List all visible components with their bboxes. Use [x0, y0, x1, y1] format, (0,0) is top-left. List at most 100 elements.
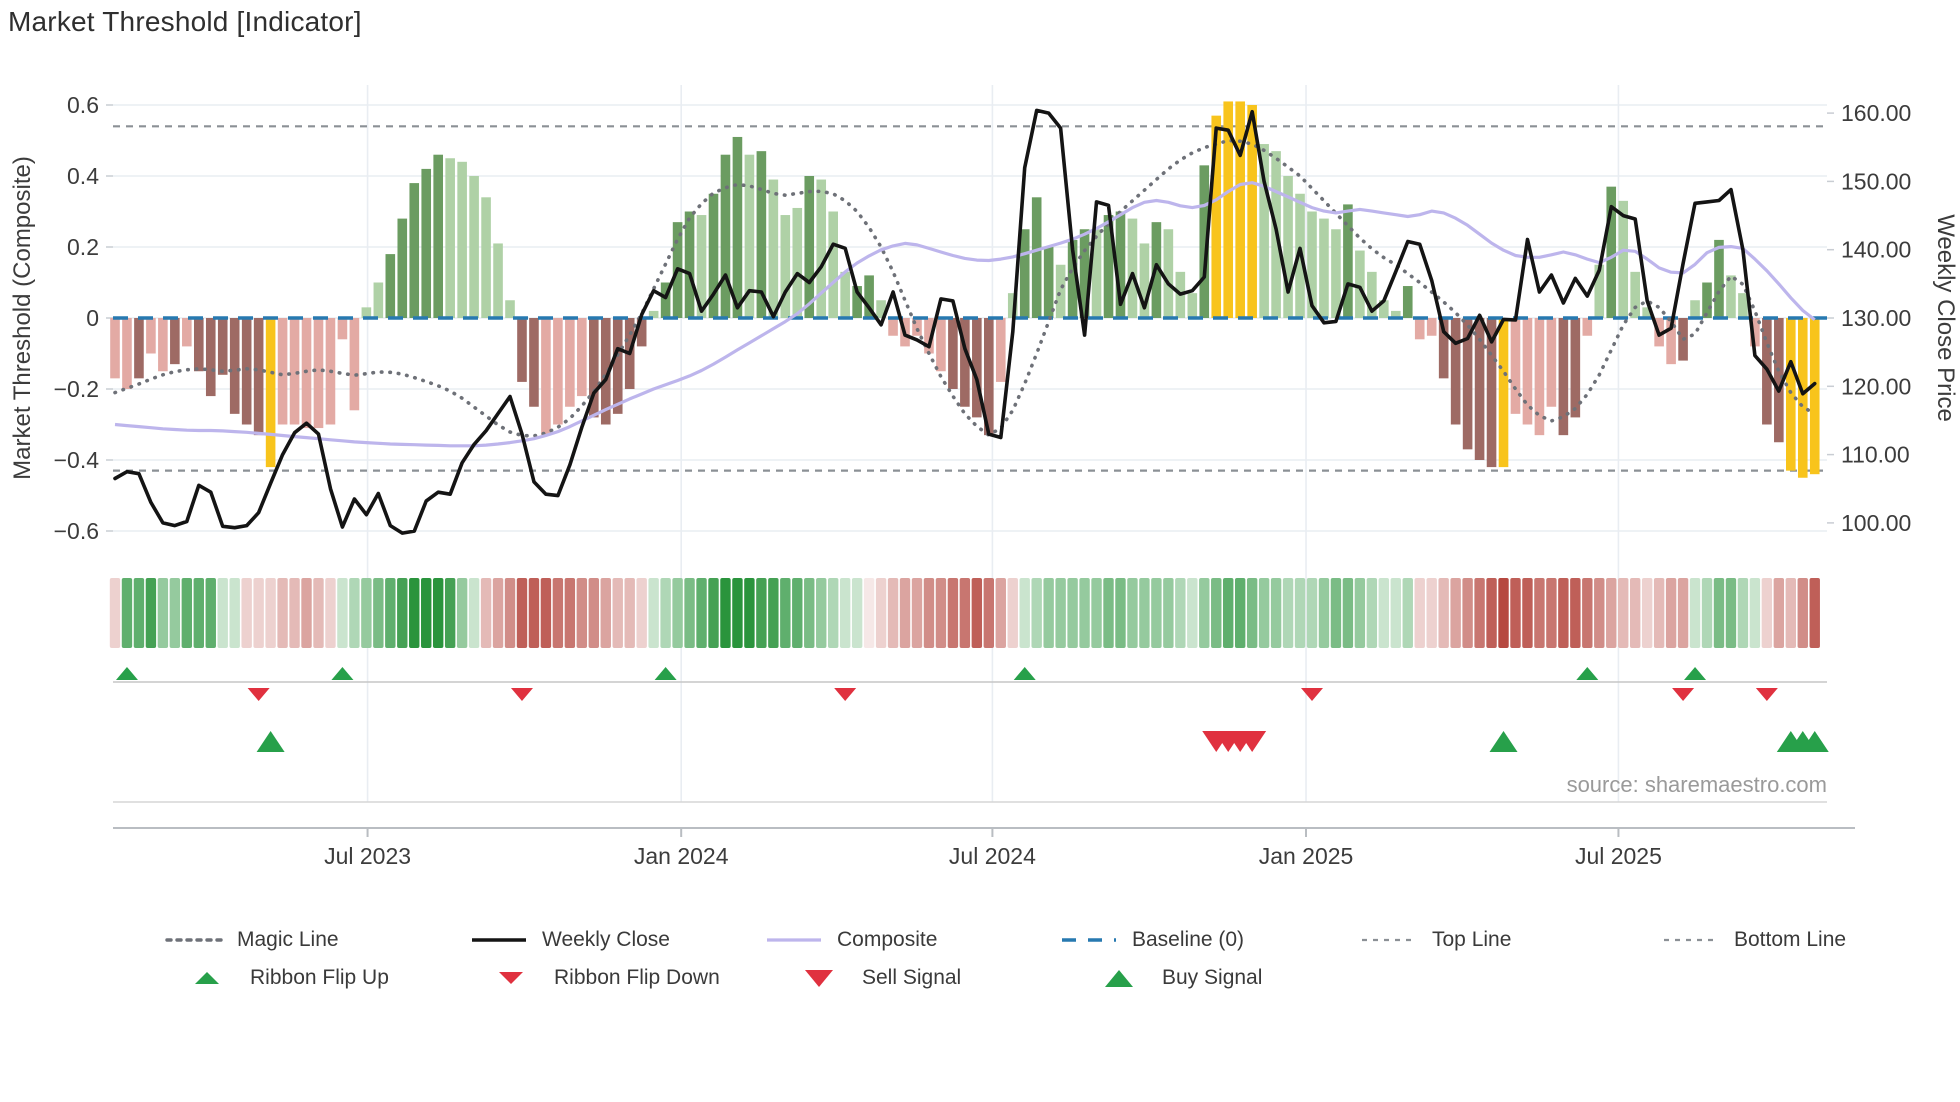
histogram-bar [349, 318, 360, 411]
ribbon-cell [1701, 578, 1713, 648]
ribbon-cell [265, 578, 276, 648]
legend-item-buy-signal[interactable]: Buy Signal [1090, 963, 1262, 993]
ribbon-cell [1390, 578, 1401, 648]
legend-item-bottom-line[interactable]: Bottom Line [1662, 925, 1846, 955]
legend-item-composite[interactable]: Composite [765, 925, 937, 955]
histogram-bar [134, 318, 144, 379]
histogram-bar [744, 154, 755, 318]
histogram-bar [1211, 115, 1222, 319]
legend-item-weekly-close[interactable]: Weekly Close [470, 925, 670, 955]
ribbon-cell [1618, 578, 1629, 648]
histogram-bar [553, 318, 563, 425]
legend-item-magic-line[interactable]: Magic Line [165, 925, 339, 955]
histogram-bar [397, 218, 408, 318]
ribbon-cell [648, 578, 659, 648]
x-tick-label: Jul 2025 [1575, 843, 1662, 869]
histogram-bar [1259, 144, 1269, 318]
histogram-bar [373, 282, 384, 318]
histogram-bar [1797, 318, 1808, 478]
histogram-bar [337, 318, 348, 340]
ribbon-cell [1079, 578, 1090, 648]
ribbon-cell [1175, 578, 1186, 648]
ribbon-cell [361, 578, 372, 648]
ribbon-cell [385, 578, 396, 648]
histogram-bar [1367, 271, 1377, 318]
legend-item-label: Buy Signal [1162, 966, 1263, 989]
histogram-bar [265, 318, 276, 468]
ribbon-cell [1773, 578, 1785, 648]
ribbon-cell [660, 578, 671, 648]
ribbon-cell [1797, 578, 1808, 648]
legend-item-label: Baseline (0) [1132, 928, 1245, 951]
histogram-bar [684, 211, 695, 318]
histogram-bar [1690, 300, 1700, 318]
ribbon-cell [1354, 578, 1366, 648]
ribbon-flip-down-marker [510, 688, 533, 701]
histogram-bar [385, 254, 396, 318]
ribbon-cell [1641, 578, 1653, 648]
histogram-bar [876, 300, 886, 318]
histogram-bar [158, 318, 168, 372]
histogram-bar [1139, 243, 1150, 318]
histogram-bar [445, 158, 455, 318]
histogram-bar [1558, 318, 1569, 436]
histogram-bar [984, 318, 994, 436]
histogram-bar [600, 318, 611, 425]
legend-item-label: Ribbon Flip Up [250, 966, 389, 989]
ribbon-cell [1713, 578, 1725, 648]
ribbon-cell [1785, 578, 1796, 648]
histogram-bar [469, 176, 479, 318]
histogram-bar [1594, 264, 1605, 318]
ribbon-cell [1342, 578, 1354, 648]
magic-line [113, 138, 1817, 438]
x-tick-label: Jul 2023 [324, 843, 411, 869]
ribbon-cell [480, 578, 492, 648]
legend-item-ribbon-flip-down[interactable]: Ribbon Flip Down [482, 963, 720, 993]
ribbon-flip-up-marker [654, 667, 677, 680]
ribbon-cell [169, 578, 181, 648]
histogram-bar [409, 183, 420, 318]
histogram-bar [960, 318, 970, 407]
weekly-close-line [113, 108, 1817, 535]
legend-item-sell-signal[interactable]: Sell Signal [790, 963, 961, 993]
histogram-bar [1726, 275, 1736, 318]
ribbon-cell [756, 578, 767, 648]
histogram-bar [1163, 229, 1174, 318]
signal-markers [115, 667, 1829, 752]
legend-item-top-line[interactable]: Top Line [1360, 925, 1511, 955]
source-text: source: sharemaestro.com [1567, 772, 1827, 797]
ribbon-cell [851, 578, 863, 648]
histogram-bar [1426, 318, 1437, 336]
right-axis-title: Weekly Close Price [1932, 214, 1959, 422]
ribbon-cell [612, 578, 623, 648]
left-tick-label: 0.4 [67, 163, 99, 189]
right-tick-label: 160.00 [1841, 100, 1911, 126]
histogram-bar [1486, 318, 1497, 468]
histogram-bar [1103, 215, 1114, 318]
histogram-bar [1319, 218, 1329, 318]
gridlines: 0.6 0.4 0.2 0 −0.2 −0.4 −0.6 160.00 150.00 140.00… [54, 85, 1911, 802]
x-tick-label: Jul 2024 [949, 843, 1036, 869]
legend-item-ribbon-flip-up[interactable]: Ribbon Flip Up [178, 963, 389, 993]
ribbon-cell [780, 578, 791, 648]
histogram-bar [1079, 229, 1090, 318]
ribbon-cell [863, 578, 875, 648]
ribbon-cell [684, 578, 695, 648]
ribbon-cell [1737, 578, 1749, 648]
ribbon-cell [1366, 578, 1378, 648]
ribbon-cell [744, 578, 755, 648]
ribbon-cell [1606, 578, 1617, 648]
histogram-bar [936, 318, 946, 372]
ribbon-cell [1809, 578, 1820, 648]
ribbon-cell [1043, 578, 1054, 648]
histogram-bar [361, 307, 372, 318]
legend-item-baseline-0-[interactable]: Baseline (0) [1060, 925, 1244, 955]
ribbon-cell [1163, 578, 1174, 648]
ribbon-cell [121, 578, 133, 648]
ribbon-cell [708, 578, 719, 648]
magic-dash-icon [165, 938, 223, 942]
histogram-bar [589, 318, 599, 418]
histogram-bar [732, 136, 743, 318]
histogram-bars [110, 101, 1820, 478]
ribbon-cell [193, 578, 204, 648]
